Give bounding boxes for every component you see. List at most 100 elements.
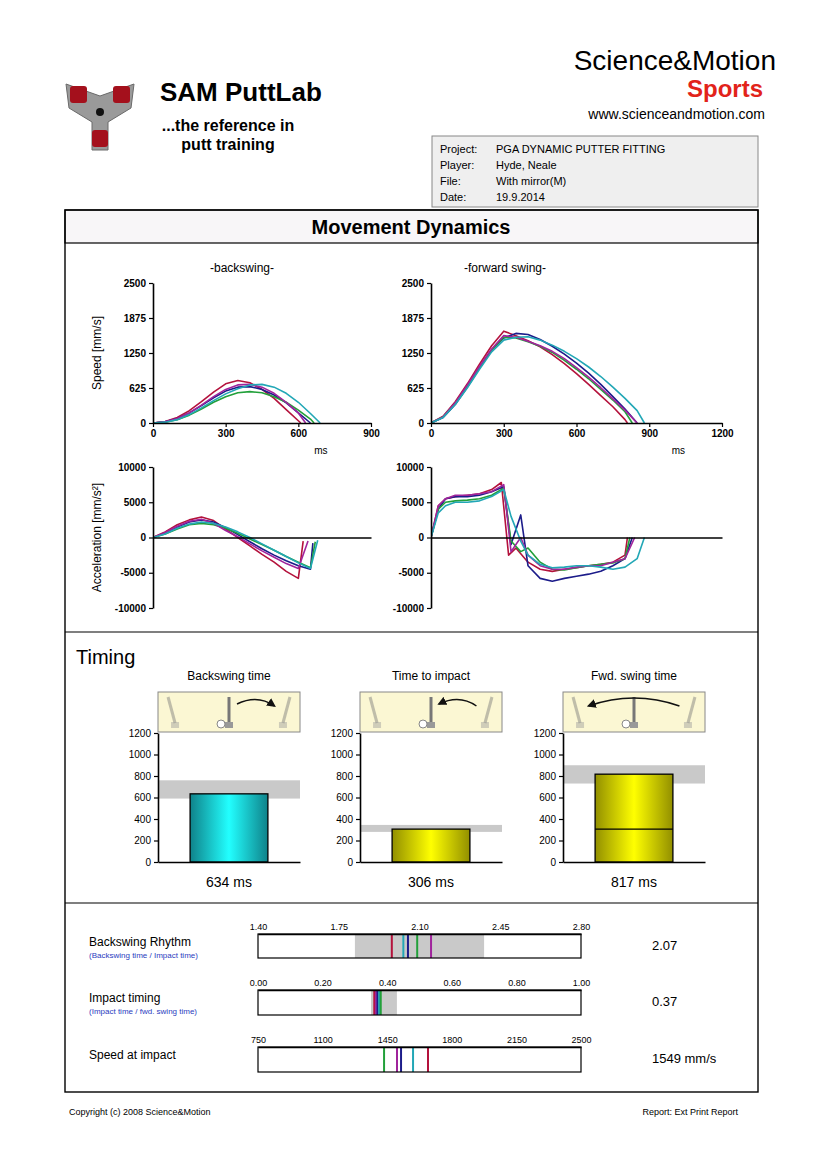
tick-mark (153, 423, 154, 427)
x-axis: 1.401.752.102.452.80 (250, 922, 591, 935)
y-axis: -10000-50000500010000 (393, 462, 432, 614)
tick-mark (559, 840, 563, 841)
tick-mark (559, 733, 563, 734)
y-axis: 0625125018752500 (124, 278, 154, 429)
chart-title: Time to impact (392, 669, 471, 683)
tick-mark (427, 502, 431, 503)
tick: 10000 (396, 462, 431, 473)
plot-lines (431, 331, 644, 423)
tick-label: 1250 (402, 348, 425, 359)
tick: 5000 (124, 497, 153, 508)
tick: 400 (134, 814, 158, 825)
tick: 0.40 (379, 978, 397, 990)
tick: 1000 (534, 749, 563, 760)
putter-head (373, 722, 381, 728)
tick-label: 0 (347, 857, 353, 868)
tick-label: 1.00 (573, 978, 591, 988)
trial-mark (416, 934, 418, 958)
series-line (153, 519, 308, 568)
tick-mark (504, 423, 505, 427)
target-band (371, 990, 397, 1015)
tick: 1000 (331, 749, 360, 760)
trial-mark (383, 1047, 385, 1072)
trial-mark (396, 1047, 398, 1072)
tick-label: 750 (251, 1035, 266, 1045)
tick-label: 2500 (571, 1035, 591, 1045)
tick-mark (576, 423, 577, 427)
tick-mark (154, 776, 158, 777)
swing-icon (360, 692, 502, 732)
tick-mark (427, 423, 431, 424)
series-line (431, 336, 637, 423)
y-axis: 0625125018752500 (402, 278, 432, 429)
tick: 1200 (711, 423, 734, 439)
putter-shaft (573, 697, 580, 723)
summary-value: 1549 mm/s (652, 1051, 717, 1066)
ball (419, 720, 427, 728)
tick-mark (356, 840, 360, 841)
tick-mark (559, 862, 563, 863)
tick: 1800 (442, 1035, 462, 1047)
logo-dot (96, 108, 104, 116)
tick: 800 (336, 771, 360, 782)
putter-head (171, 722, 179, 728)
tick-label: 600 (539, 792, 556, 803)
tick-label: 800 (336, 771, 353, 782)
axis-line (361, 862, 503, 864)
plot-area (371, 990, 397, 1015)
tick: 200 (539, 835, 563, 846)
title-bar (65, 210, 758, 243)
chart-subtitle: (Backswing time / Impact time) (89, 951, 198, 960)
tick-label: 0 (140, 532, 146, 543)
chart-title: Backswing Rhythm (89, 935, 191, 949)
putter-head (576, 722, 584, 728)
putter-shaft (228, 697, 231, 723)
tick: 0 (151, 423, 157, 439)
axis-line (259, 990, 582, 992)
tick-mark (154, 754, 158, 755)
chart-subtitle: (Impact time / fwd. swing time) (89, 1007, 197, 1016)
tick: 0.60 (444, 978, 462, 990)
series-line (431, 490, 644, 570)
bar-chart: Backswing time634 ms02004006008001000120… (129, 669, 301, 890)
info-value: 19.9.2014 (496, 191, 545, 203)
tick: 800 (539, 771, 563, 782)
tick-mark (154, 819, 158, 820)
x-axis (564, 862, 706, 864)
tick: -5000 (120, 567, 153, 578)
tick-mark (154, 840, 158, 841)
series-line (431, 331, 627, 423)
tick-label: 1.40 (250, 922, 268, 932)
tick: 200 (336, 835, 360, 846)
tick-label: 5000 (402, 497, 425, 508)
putter-head (427, 722, 435, 728)
tick-label: 200 (336, 835, 353, 846)
x-axis: 75011001450180021502500 (251, 1035, 592, 1048)
tick-label: 0 (550, 857, 556, 868)
tick-label: 0.80 (508, 978, 526, 988)
plot-lines (431, 483, 644, 582)
tick-mark (427, 388, 431, 389)
y-axis: 020040060080010001200 (129, 728, 159, 868)
y-axis: 020040060080010001200 (331, 728, 361, 868)
trial-mark (407, 934, 409, 958)
tick: 0 (418, 532, 431, 543)
tick-label: 200 (539, 835, 556, 846)
tick-label: 2500 (124, 278, 147, 289)
tick-label: 2500 (402, 278, 425, 289)
tick-label: 1200 (129, 728, 152, 739)
trial-mark (391, 934, 393, 958)
x-axis (154, 538, 372, 539)
tagline: ...the reference in (162, 117, 295, 134)
icon-frame (360, 692, 502, 732)
swing-arrow (237, 699, 274, 706)
tick-label: 600 (134, 792, 151, 803)
tick-label: 600 (290, 428, 307, 439)
logo-square (92, 130, 108, 147)
putter-shaft (485, 697, 492, 723)
bar (190, 794, 268, 862)
info-label: Project: (440, 143, 477, 155)
tick: 600 (569, 423, 586, 439)
tick: 900 (641, 423, 658, 439)
tick-mark (431, 423, 432, 427)
